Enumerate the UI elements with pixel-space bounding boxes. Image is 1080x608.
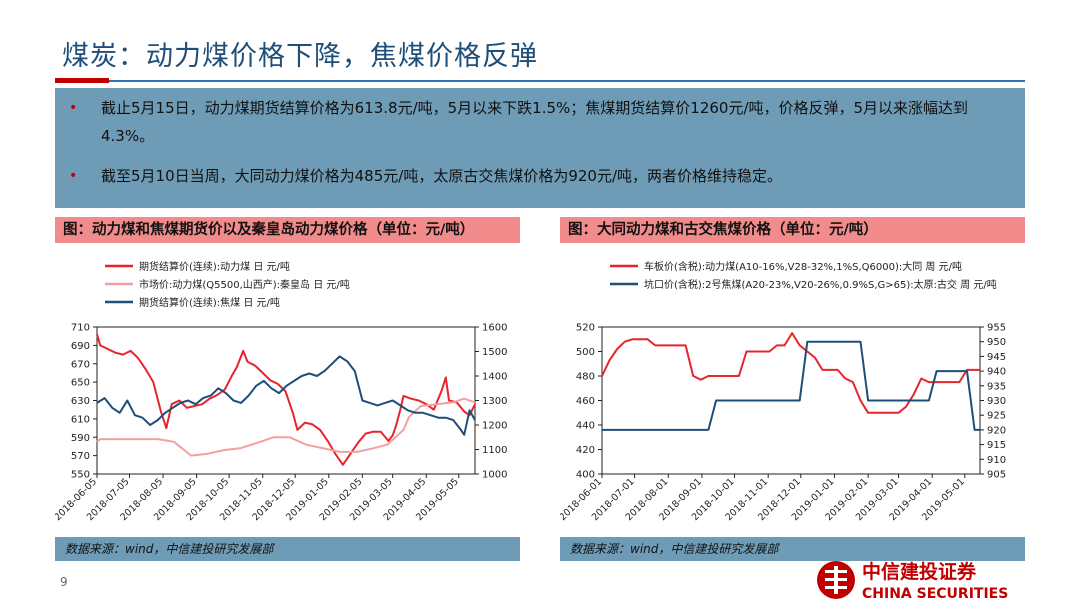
y-left-tick-label: 480: [576, 372, 595, 383]
page-title: 煤炭：动力煤价格下降，焦煤价格反弹: [62, 41, 538, 72]
company-logo: 中信建投证券 CHINA SECURITIES: [817, 560, 1008, 602]
y-left-tick-label: 520: [576, 323, 595, 334]
bullet-item: • 截至5月10日当周，大同动力煤价格为485元/吨，太原古交焦煤价格为920元…: [69, 162, 1001, 190]
y-left-tick-label: 590: [71, 433, 90, 444]
y-left-tick-label: 630: [71, 396, 90, 407]
y-right-tick-label: 915: [987, 440, 1006, 451]
y-left-tick-label: 670: [71, 359, 90, 370]
legend-label: 期货结算价(连续):焦煤 日 元/吨: [139, 296, 280, 309]
y-right-tick-label: 905: [987, 470, 1006, 481]
y-right-tick-label: 1100: [482, 445, 507, 456]
y-left-tick-label: 710: [71, 323, 90, 334]
logo-en: CHINA SECURITIES: [862, 586, 1008, 602]
legend-label: 市场价:动力煤(Q5500,山西产):秦皇岛 日 元/吨: [139, 278, 350, 291]
y-right-tick-label: 930: [987, 396, 1006, 407]
y-left-tick-label: 420: [576, 445, 595, 456]
y-right-tick-label: 1600: [482, 323, 507, 334]
y-right-tick-label: 910: [987, 455, 1006, 466]
y-left-tick-label: 440: [576, 421, 595, 432]
series-line: [96, 397, 476, 457]
source-note: 数据来源：wind，中信建投研究发展部: [560, 537, 1025, 561]
chart1-futures-prices: 期货结算价(连续):动力煤 日 元/吨市场价:动力煤(Q5500,山西产):秦皇…: [55, 260, 507, 523]
y-right-tick-label: 945: [987, 352, 1006, 363]
y-right-tick-label: 1500: [482, 347, 507, 358]
chart2-caption: 图：大同动力煤和古交焦煤价格（单位：元/吨）: [560, 217, 1025, 243]
y-left-tick-label: 400: [576, 470, 595, 481]
y-right-tick-label: 1000: [482, 470, 507, 481]
source-note: 数据来源：wind，中信建投研究发展部: [55, 537, 520, 561]
logo-cn: 中信建投证券: [862, 560, 977, 583]
chart1-caption: 图：动力煤和焦煤期货价以及秦皇岛动力煤价格（单位：元/吨）: [55, 217, 520, 243]
title-rule: [55, 80, 1025, 82]
y-right-tick-label: 935: [987, 381, 1006, 392]
y-left-tick-label: 460: [576, 396, 595, 407]
series-line: [96, 355, 476, 436]
bullet-dot-icon: •: [69, 168, 78, 184]
bullet-text: 截至5月10日当周，大同动力煤价格为485元/吨，太原古交焦煤价格为920元/吨…: [101, 167, 783, 185]
y-left-tick-label: 550: [71, 470, 90, 481]
y-right-tick-label: 950: [987, 337, 1006, 348]
legend-label: 期货结算价(连续):动力煤 日 元/吨: [139, 260, 290, 273]
y-left-tick-label: 650: [71, 378, 90, 389]
summary-panel: • 截止5月15日，动力煤期货结算价格为613.8元/吨，5月以来下跌1.5%；…: [55, 88, 1025, 208]
series-line: [602, 340, 980, 431]
series-line: [96, 334, 476, 466]
chart2-spot-prices: 车板价(含税):动力煤(A10-16%,V28-32%,1%S,Q6000):大…: [560, 260, 1006, 523]
y-left-tick-label: 690: [71, 341, 90, 352]
legend-label: 车板价(含税):动力煤(A10-16%,V28-32%,1%S,Q6000):大…: [644, 260, 962, 273]
title-accent: [55, 78, 109, 83]
y-left-tick-label: 500: [576, 347, 595, 358]
bullet-dot-icon: •: [69, 100, 78, 116]
legend-label: 坑口价(含税):2号焦煤(A20-23%,V20-26%,0.9%S,G>65)…: [644, 278, 997, 291]
y-right-tick-label: 1300: [482, 396, 507, 407]
page-number: 9: [60, 575, 68, 589]
y-right-tick-label: 920: [987, 425, 1006, 436]
y-right-tick-label: 955: [987, 323, 1006, 334]
y-right-tick-label: 1400: [482, 372, 507, 383]
bullet-item: • 截止5月15日，动力煤期货结算价格为613.8元/吨，5月以来下跌1.5%；…: [69, 94, 1001, 150]
bullet-text: 截止5月15日，动力煤期货结算价格为613.8元/吨，5月以来下跌1.5%；焦煤…: [101, 99, 969, 145]
y-right-tick-label: 940: [987, 367, 1006, 378]
y-right-tick-label: 925: [987, 411, 1006, 422]
y-left-tick-label: 610: [71, 414, 90, 425]
y-right-tick-label: 1200: [482, 421, 507, 432]
y-left-tick-label: 570: [71, 451, 90, 462]
